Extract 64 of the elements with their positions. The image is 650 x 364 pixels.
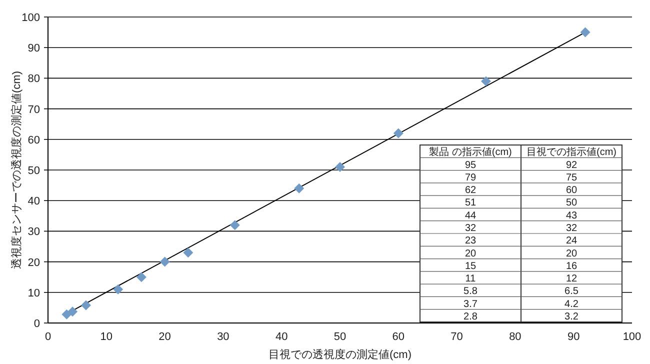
annotation: 12 bbox=[566, 274, 578, 285]
x-axis-title: 目視での透視度の測定値(cm) bbox=[268, 348, 412, 361]
x-tick-label: 100 bbox=[622, 331, 642, 343]
annotation: 3.7 bbox=[464, 298, 478, 310]
point bbox=[183, 248, 194, 258]
x-tick-label: 60 bbox=[392, 331, 405, 343]
annotation: 50 bbox=[566, 198, 578, 209]
y-tick-label: 90 bbox=[28, 42, 40, 55]
annotation: 20 bbox=[566, 248, 578, 260]
x-tick-label: 0 bbox=[44, 331, 52, 343]
x-tick-label: 20 bbox=[158, 331, 171, 343]
x-tick-label: 10 bbox=[100, 331, 113, 343]
x-tick-label: 40 bbox=[275, 331, 288, 343]
y-tick-label: 20 bbox=[28, 256, 40, 269]
y-tick-label: 70 bbox=[28, 104, 40, 116]
annotation: 60 bbox=[566, 185, 578, 196]
annotation: 32 bbox=[464, 223, 476, 234]
y-tick-label: 0 bbox=[34, 318, 40, 330]
annotation: 16 bbox=[566, 260, 578, 272]
y-tick-label: 100 bbox=[22, 12, 40, 24]
annotation: 32 bbox=[566, 223, 578, 234]
x-tick-label: 30 bbox=[217, 331, 230, 343]
annotation: 6.5 bbox=[564, 286, 579, 298]
point bbox=[136, 272, 146, 282]
annotation: 24 bbox=[566, 236, 578, 247]
y-tick-label: 60 bbox=[28, 134, 40, 146]
point bbox=[481, 76, 491, 86]
annotation: 62 bbox=[464, 185, 476, 196]
point bbox=[80, 300, 91, 310]
annotation: 20 bbox=[464, 248, 476, 260]
y-tick-label: 50 bbox=[28, 165, 40, 177]
annotation: 23 bbox=[464, 236, 476, 247]
annotation: 95 bbox=[464, 160, 476, 171]
annotation: 79 bbox=[464, 172, 476, 184]
x-tick-label: 90 bbox=[567, 331, 580, 343]
point bbox=[393, 128, 404, 138]
x-tick-label: 50 bbox=[334, 331, 346, 343]
annotation: 15 bbox=[464, 260, 476, 272]
y-tick-label: 30 bbox=[28, 226, 40, 238]
annotation: 5.8 bbox=[464, 286, 478, 298]
y-tick-label: 80 bbox=[28, 73, 40, 86]
category-label: 目視での指示値(cm) bbox=[526, 146, 616, 158]
annotation: 51 bbox=[464, 198, 476, 209]
x-tick-label: 80 bbox=[509, 331, 522, 343]
point bbox=[335, 162, 345, 172]
point bbox=[230, 220, 240, 230]
annotation: 4.2 bbox=[564, 298, 579, 310]
y-tick-label: 10 bbox=[28, 287, 40, 300]
x-tick-label: 70 bbox=[450, 331, 463, 343]
annotation: 2.8 bbox=[464, 312, 478, 322]
point bbox=[113, 284, 124, 294]
annotation: 92 bbox=[566, 160, 578, 171]
point bbox=[294, 183, 304, 194]
y-axis-title: 透視度センサーでの透視度の測定値(cm) bbox=[10, 71, 23, 269]
annotation: 11 bbox=[465, 274, 476, 285]
point bbox=[62, 309, 72, 320]
point bbox=[580, 27, 590, 38]
category-label: 製品 の指示値(cm) bbox=[429, 146, 512, 158]
point bbox=[160, 256, 170, 267]
annotation: 43 bbox=[566, 210, 578, 222]
annotation: 44 bbox=[464, 210, 476, 222]
annotation: 3.2 bbox=[564, 312, 579, 322]
y-tick-label: 40 bbox=[28, 196, 40, 208]
annotation: 75 bbox=[566, 172, 578, 184]
